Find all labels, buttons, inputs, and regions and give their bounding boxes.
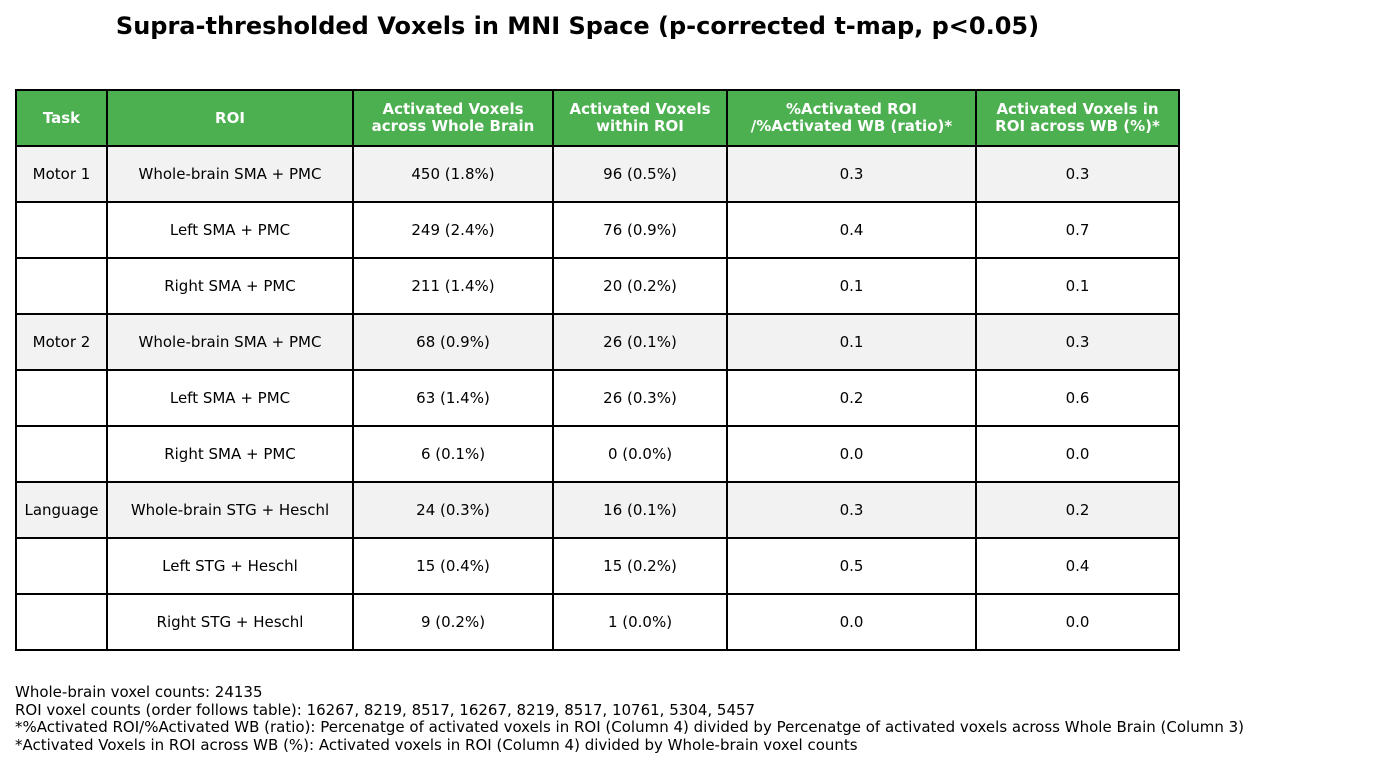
results-table: Task ROI Activated Voxels across Whole Brai…	[15, 89, 1180, 651]
table-cell: 15 (0.2%)	[552, 537, 728, 595]
table-row: Left SMA + PMC 249 (2.4%) 76 (0.9%) 0.4 0.7	[15, 201, 1180, 259]
table-cell: Whole-brain STG + Heschl	[106, 481, 354, 539]
table-cell: 96 (0.5%)	[552, 145, 728, 203]
table-cell: 0.1	[726, 313, 977, 371]
table-cell: 26 (0.3%)	[552, 369, 728, 427]
table-cell: 6 (0.1%)	[352, 425, 554, 483]
table-cell: Left SMA + PMC	[106, 369, 354, 427]
table-cell: 0.3	[975, 313, 1180, 371]
column-header: %Activated ROI/%Activated WB (ratio)*	[726, 89, 977, 147]
table-cell: 16 (0.1%)	[552, 481, 728, 539]
footnote-line: *%Activated ROI/%Activated WB (ratio): P…	[15, 718, 1244, 736]
table-cell: 0.3	[726, 145, 977, 203]
table-cell: 9 (0.2%)	[352, 593, 554, 651]
table-cell: Motor 1	[15, 145, 108, 203]
table-cell: 76 (0.9%)	[552, 201, 728, 259]
table-row: Right STG + Heschl 9 (0.2%) 1 (0.0%) 0.0 0.0	[15, 593, 1180, 651]
table-cell: 68 (0.9%)	[352, 313, 554, 371]
table-cell: 0.7	[975, 201, 1180, 259]
table-cell: Left STG + Heschl	[106, 537, 354, 595]
footnote-line: Whole-brain voxel counts: 24135	[15, 683, 263, 701]
table-cell	[15, 257, 108, 315]
table-cell	[15, 593, 108, 651]
table-row: Left STG + Heschl 15 (0.4%) 15 (0.2%) 0.5 0.…	[15, 537, 1180, 595]
table-cell: 211 (1.4%)	[352, 257, 554, 315]
table-cell: Right SMA + PMC	[106, 257, 354, 315]
table-row: Left SMA + PMC 63 (1.4%) 26 (0.3%) 0.2 0.6	[15, 369, 1180, 427]
column-header: Task	[15, 89, 108, 147]
table-row: Motor 1 Whole-brain SMA + PMC 450 (1.8%) 96…	[15, 145, 1180, 203]
table-row: Motor 2 Whole-brain SMA + PMC 68 (0.9%) 26 …	[15, 313, 1180, 371]
table-cell: 0.0	[726, 593, 977, 651]
table-body: Motor 1 Whole-brain SMA + PMC 450 (1.8%) 96…	[15, 145, 1180, 651]
table-cell: Left SMA + PMC	[106, 201, 354, 259]
table-cell: 15 (0.4%)	[352, 537, 554, 595]
table-row: Right SMA + PMC 6 (0.1%) 0 (0.0%) 0.0 0.0	[15, 425, 1180, 483]
table-cell: 0.3	[726, 481, 977, 539]
footnote-line: ROI voxel counts (order follows table): …	[15, 700, 756, 719]
table-cell	[15, 201, 108, 259]
table-cell: Language	[15, 481, 108, 539]
table-cell: 0.3	[975, 145, 1180, 203]
table-cell: 0.4	[726, 201, 977, 259]
table-cell: Right SMA + PMC	[106, 425, 354, 483]
table-cell: 0.1	[975, 257, 1180, 315]
column-header: ROI	[106, 89, 354, 147]
table-cell	[15, 425, 108, 483]
table-cell: 0.6	[975, 369, 1180, 427]
table-cell: 0.2	[975, 481, 1180, 539]
table-cell: 0.4	[975, 537, 1180, 595]
table-row: Language Whole-brain STG + Heschl 24 (0.3%…	[15, 481, 1180, 539]
table-cell: 450 (1.8%)	[352, 145, 554, 203]
table-cell: 0.1	[726, 257, 977, 315]
chart-title: Supra-thresholded Voxels in MNI Space (p…	[115, 12, 1040, 40]
table-cell: 24 (0.3%)	[352, 481, 554, 539]
table-cell: 0.0	[975, 425, 1180, 483]
table-cell: Right STG + Heschl	[106, 593, 354, 651]
table-header-row: Task ROI Activated Voxels across Whole Brai…	[15, 89, 1180, 147]
column-header: Activated Voxels within ROI	[552, 89, 728, 147]
table-cell: 0.5	[726, 537, 977, 595]
column-header: Activated Voxels in ROI across WB (%)*	[975, 89, 1180, 147]
column-header: Activated Voxels across Whole Brain	[352, 89, 554, 147]
table-cell: 63 (1.4%)	[352, 369, 554, 427]
footnote-line: *Activated Voxels in ROI across WB (%): …	[15, 735, 858, 754]
table-cell: Whole-brain SMA + PMC	[106, 145, 354, 203]
table-row: Right SMA + PMC 211 (1.4%) 20 (0.2%) 0.1 0.1	[15, 257, 1180, 315]
table-cell: 20 (0.2%)	[552, 257, 728, 315]
table-cell: 1 (0.0%)	[552, 593, 728, 651]
table-cell: 249 (2.4%)	[352, 201, 554, 259]
table-cell	[15, 537, 108, 595]
table-cell: Motor 2	[15, 313, 108, 371]
table-cell: 26 (0.1%)	[552, 313, 728, 371]
table-cell	[15, 369, 108, 427]
table-cell: 0.0	[726, 425, 977, 483]
footnotes: Whole-brain voxel counts: 24135 ROI voxel…	[15, 683, 1244, 754]
table-cell: Whole-brain SMA + PMC	[106, 313, 354, 371]
table-cell: 0.2	[726, 369, 977, 427]
table-cell: 0.0	[975, 593, 1180, 651]
table-cell: 0 (0.0%)	[552, 425, 728, 483]
